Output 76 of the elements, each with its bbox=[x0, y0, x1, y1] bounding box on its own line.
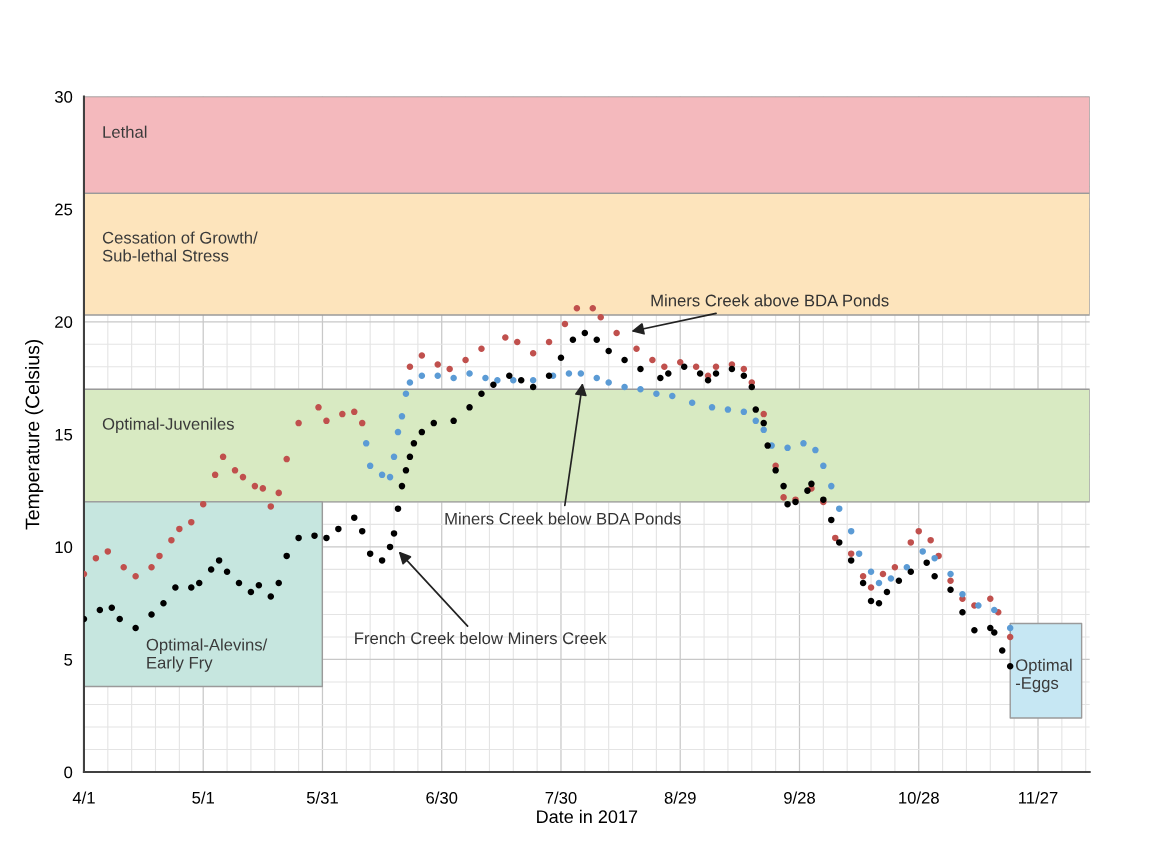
y-tick-label: 5 bbox=[64, 654, 73, 666]
y-tick-label: 20 bbox=[55, 316, 73, 328]
x-axis-title: Date in 2017 bbox=[537, 809, 638, 824]
point bbox=[708, 404, 716, 411]
point bbox=[605, 379, 612, 386]
point bbox=[637, 386, 644, 393]
y-tick-label: 30 bbox=[54, 91, 73, 103]
point bbox=[959, 590, 966, 598]
point bbox=[621, 383, 628, 391]
point bbox=[510, 377, 517, 384]
y-axis-title: Temperature (Celsius) bbox=[25, 339, 44, 530]
point bbox=[593, 374, 601, 382]
y-tick-label: 10 bbox=[55, 541, 73, 554]
point bbox=[394, 428, 402, 436]
point bbox=[887, 575, 895, 582]
point bbox=[378, 471, 386, 479]
point bbox=[482, 374, 489, 382]
x-tick-label: 4/1 bbox=[72, 791, 95, 804]
point bbox=[724, 406, 732, 413]
point bbox=[820, 462, 827, 470]
point bbox=[828, 482, 835, 490]
x-tick-label: 11/27 bbox=[1019, 791, 1058, 804]
point bbox=[947, 570, 954, 578]
x-tick-label: 10/28 bbox=[899, 791, 939, 804]
y-tick-label: 25 bbox=[55, 203, 73, 216]
x-tick-label: 7/30 bbox=[545, 791, 577, 804]
point bbox=[835, 505, 843, 512]
annotation: Miners Creek above BDA Ponds bbox=[651, 294, 889, 307]
point bbox=[903, 563, 911, 571]
band-label: Cessation of Growth/ Sub-lethal Stress bbox=[102, 231, 258, 262]
point bbox=[434, 372, 441, 380]
point bbox=[784, 444, 791, 452]
point bbox=[975, 602, 982, 609]
point bbox=[752, 417, 760, 425]
band-label: Optimal -Eggs bbox=[1015, 658, 1072, 693]
point bbox=[847, 527, 855, 535]
point bbox=[565, 370, 573, 377]
x-tick-label: 5/1 bbox=[192, 791, 214, 804]
point bbox=[1006, 624, 1014, 632]
x-tick-label: 8/29 bbox=[664, 791, 696, 804]
point bbox=[577, 370, 585, 377]
annotation: French Creek below Miners Creek bbox=[355, 631, 607, 645]
point bbox=[760, 426, 767, 434]
band-label: Lethal bbox=[103, 125, 147, 138]
point bbox=[855, 550, 863, 557]
x-tick-label: 9/28 bbox=[784, 791, 815, 804]
x-tick-label: 5/31 bbox=[306, 791, 338, 804]
point bbox=[867, 568, 875, 575]
point bbox=[653, 390, 660, 398]
annotation: Miners Creek below BDA Ponds bbox=[445, 512, 681, 525]
point bbox=[418, 372, 426, 380]
point bbox=[919, 548, 926, 555]
point bbox=[669, 392, 676, 400]
point bbox=[931, 554, 938, 562]
point bbox=[386, 473, 394, 481]
point bbox=[362, 440, 370, 447]
point bbox=[991, 606, 998, 614]
point bbox=[529, 377, 537, 384]
point bbox=[740, 408, 748, 416]
point bbox=[450, 374, 457, 382]
point bbox=[812, 446, 819, 454]
point bbox=[402, 390, 410, 398]
point bbox=[875, 579, 883, 587]
band-label: Optimal-Alevins/ Early Fry bbox=[146, 638, 268, 672]
point bbox=[800, 440, 807, 447]
point bbox=[366, 462, 374, 470]
point bbox=[390, 453, 398, 461]
point bbox=[398, 413, 406, 420]
point bbox=[466, 370, 473, 377]
y-tick-label: 15 bbox=[55, 428, 73, 441]
y-tick-label: 0 bbox=[64, 766, 73, 779]
point bbox=[688, 399, 696, 407]
band-label: Optimal-Juveniles bbox=[102, 417, 234, 434]
point bbox=[494, 377, 501, 384]
point bbox=[406, 379, 414, 386]
x-tick-label: 6/30 bbox=[426, 791, 458, 804]
